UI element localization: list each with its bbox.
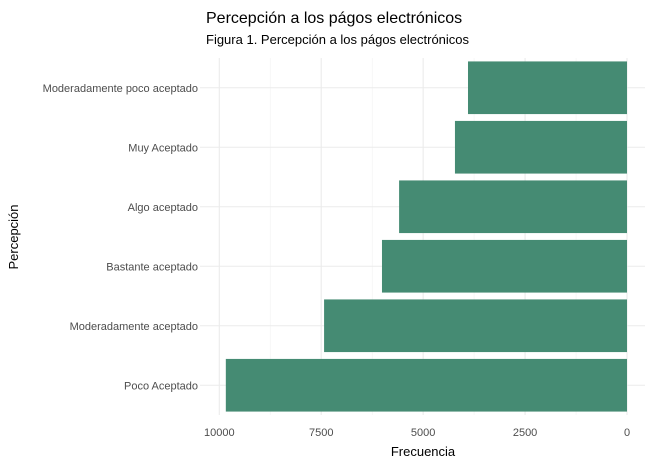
bar (467, 61, 627, 115)
bar (454, 120, 627, 174)
x-tick-label: 5000 (411, 427, 435, 439)
x-tick-label: 10000 (204, 427, 235, 439)
y-tick-label: Moderadamente aceptado (70, 321, 198, 333)
chart-title: Percepción a los págos electrónicos (206, 10, 462, 27)
y-tick-label: Muy Aceptado (128, 142, 198, 154)
x-tick-label: 0 (624, 427, 630, 439)
x-tick-label: 2500 (513, 427, 537, 439)
x-tick-labels: 10000 7500 5000 2500 0 (204, 427, 630, 439)
y-tick-label: Algo aceptado (128, 202, 198, 214)
bar (399, 180, 627, 234)
x-tick-label: 7500 (309, 427, 333, 439)
bar (324, 299, 627, 353)
y-axis-label: Percepción (6, 204, 21, 269)
x-axis-label: Frecuencia (391, 444, 456, 459)
y-tick-label: Moderadamente poco aceptado (43, 83, 198, 95)
y-tick-label: Bastante aceptado (106, 261, 198, 273)
bars (225, 61, 628, 412)
y-tick-label: Poco Aceptado (124, 380, 198, 392)
bar (225, 358, 628, 412)
bar (381, 239, 627, 293)
chart-subtitle: Figura 1. Percepción a los págos electró… (206, 32, 470, 47)
y-tick-labels: Moderadamente poco aceptado Muy Aceptado A… (43, 83, 198, 393)
